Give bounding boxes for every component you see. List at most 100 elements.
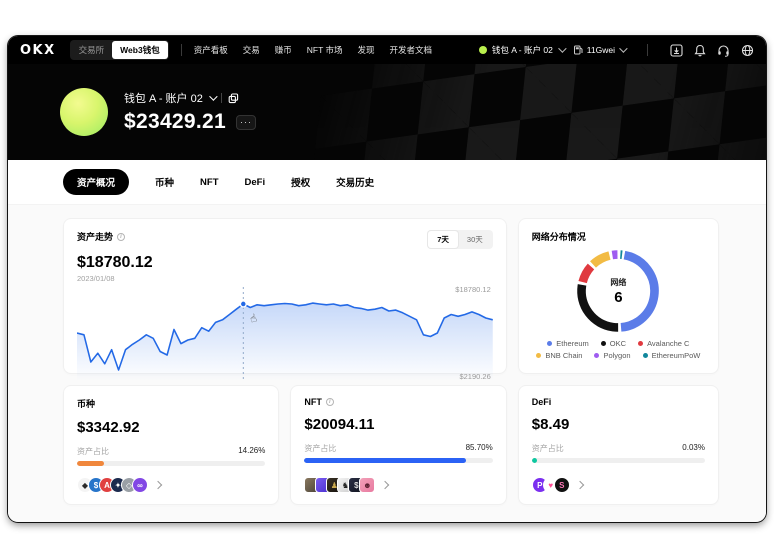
legend-dot [594,353,600,358]
ratio-percent: 85.70% [465,443,493,452]
card-title-text: NFT [304,397,322,407]
legend-item-Ethereum[interactable]: Ethereum [547,339,589,348]
nft-card-title: NFT i [304,397,492,407]
wallet-name[interactable]: 钱包 A - 账户 02 [124,93,203,105]
nft-value: $20094.11 [304,416,375,433]
tab-授权[interactable]: 授权 [291,178,311,189]
summary-card-nft: NFT i $20094.11 资产占比 85.70% ♟ ♞ $ ☻ [290,385,507,505]
trend-chart[interactable]: $18780.12 $2190.26 ☝ [77,285,493,381]
tab-币种[interactable]: 币种 [155,178,175,189]
asset-trend-title: 资产走势 i [77,230,126,243]
download-icon[interactable] [670,43,683,57]
account-status-dot [478,46,487,54]
app-window: OKX 交易所 Web3钱包 资产看板 交易 赚币 NFT 市场 发现 开发者文档 钱包 A… [8,36,766,522]
nft-thumb-pink[interactable]: ☻ [359,477,376,493]
ratio-progress-fill [77,461,104,466]
polygon-coin[interactable]: ∞ [132,477,148,493]
nav-toggle-active[interactable]: Web3钱包 [112,41,168,59]
donut-center: 网络 6 [610,277,626,306]
coins-card-title: 币种 [77,397,265,410]
legend-dot [536,353,542,358]
legend-dot [600,341,606,346]
legend-item-OKC[interactable]: OKC [600,339,627,348]
tab-DeFi[interactable]: DeFi [244,176,266,188]
range-option-30天[interactable]: 30天 [466,235,483,244]
gas-pump-icon [573,45,583,55]
legend-label: Polygon [603,351,631,360]
nft-assets-row: ♟ ♞ $ ☻ [304,477,492,493]
chevron-down-icon [619,44,628,53]
defi-card-title: DeFi [532,397,705,407]
card-title-text: 币种 [77,399,96,409]
donut-center-value: 6 [614,288,623,306]
legend-item-BNB Chain[interactable]: BNB Chain [536,351,582,360]
card-title-text: DeFi [531,397,552,407]
network-legend: Ethereum OKC Avalanche C BNB Chain Polygon Et… [532,339,705,362]
bell-icon[interactable] [694,44,706,57]
legend-label: OKC [609,339,627,348]
copy-address-icon[interactable] [228,92,239,104]
expand-assets-chevron-icon[interactable] [153,480,163,490]
defi-sushi-icon[interactable]: S [553,477,570,493]
headset-icon[interactable] [717,44,730,57]
legend-dot [638,341,644,346]
nav-toggle-option[interactable]: 交易所 [78,45,105,55]
info-icon[interactable]: i [325,398,334,406]
nav-links: 资产看板 交易 赚币 NFT 市场 发现 开发者文档 [194,44,432,56]
chart-max-label: $18780.12 [455,285,491,294]
info-icon[interactable]: i [117,232,126,241]
network-donut-chart[interactable] [570,243,666,339]
defi-assets-row: P ♥ S [531,477,705,493]
summary-card-coins: 币种 $3342.92 资产占比 14.26% ◆ $ A ✦ ◇ ∞ [63,385,280,505]
summary-card-defi: DeFi $8.49 资产占比 0.03% P ♥ S [517,385,719,505]
nav-link[interactable]: 赚币 [274,45,292,55]
legend-label: Avalanche C [647,339,690,348]
defi-value: $8.49 [531,416,570,433]
gas-price-selector[interactable]: 11Gwei [573,44,628,55]
ratio-progress-fill [531,458,537,463]
network-card-title: 网络分布情况 [532,230,705,243]
legend-item-Polygon[interactable]: Polygon [594,351,631,360]
legend-label: EthereumPoW [651,351,701,360]
nav-link[interactable]: 资产看板 [193,45,228,55]
ratio-progressbar [531,458,705,463]
ratio-percent: 0.03% [682,443,705,452]
range-option-7天[interactable]: 7天 [428,231,458,248]
nav-link[interactable]: 发现 [357,45,375,55]
legend-item-EthereumPoW[interactable]: EthereumPoW [642,351,701,360]
expand-assets-chevron-icon[interactable] [381,480,390,490]
chevron-down-icon[interactable] [209,92,218,101]
legend-label: Ethereum [556,339,589,348]
tab-NFT[interactable]: NFT [200,176,219,188]
expand-assets-chevron-icon[interactable] [575,480,584,490]
network-distribution-card: 网络分布情况 网络 6 Ethereum OKC Avalanche C BNB Ch… [517,218,719,374]
tab-资产概况[interactable]: 资产概况 [63,169,130,195]
ratio-label: 资产占比 [531,444,564,453]
exchange-wallet-toggle[interactable]: 交易所 Web3钱包 [69,40,169,60]
chevron-down-icon [557,44,567,53]
ratio-label: 资产占比 [77,447,109,456]
total-balance: $23429.21 [124,110,226,133]
tab-交易历史[interactable]: 交易历史 [336,178,375,189]
legend-item-Avalanche C[interactable]: Avalanche C [638,339,689,348]
more-actions-button[interactable]: ··· [235,114,256,130]
account-label: 钱包 A - 账户 02 [491,45,553,55]
nav-divider [180,44,182,56]
globe-icon[interactable] [741,44,754,57]
ratio-progress-fill [304,458,466,463]
section-tabbar: 资产概况 币种 NFT DeFi 授权 交易历史 [8,160,766,205]
network-title-text: 网络分布情况 [531,232,586,242]
account-selector[interactable]: 钱包 A - 账户 02 [478,44,567,56]
range-toggle[interactable]: 7天 30天 [427,230,493,249]
ratio-label: 资产占比 [304,444,337,453]
nav-link[interactable]: 交易 [242,45,260,55]
coins-assets-row: ◆ $ A ✦ ◇ ∞ [77,477,265,493]
trend-value: $18780.12 [77,254,153,271]
top-navbar: OKX 交易所 Web3钱包 资产看板 交易 赚币 NFT 市场 发现 开发者文档 钱包 A… [8,36,766,64]
coins-value: $3342.92 [77,419,140,436]
nav-divider [647,44,648,56]
legend-label: BNB Chain [545,351,583,360]
nav-link[interactable]: NFT 市场 [306,45,343,55]
nav-link[interactable]: 开发者文档 [389,45,433,55]
wallet-avatar[interactable] [60,88,108,136]
